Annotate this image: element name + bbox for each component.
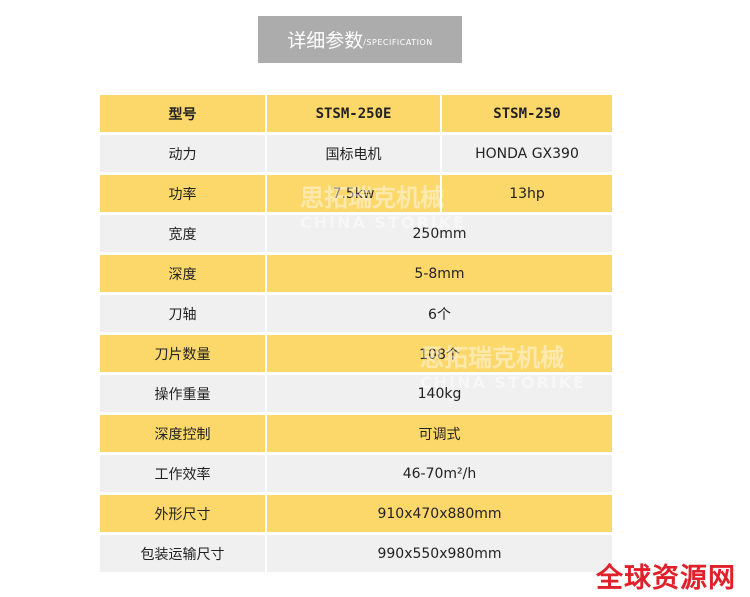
spec-label: 深度 [100, 255, 265, 292]
spec-label: 包装运输尺寸 [100, 535, 265, 572]
spec-label: 操作重量 [100, 375, 265, 412]
spec-label: 深度控制 [100, 415, 265, 452]
table-row: 深度 5-8mm [100, 255, 612, 292]
table-row: 包装运输尺寸 990x550x980mm [100, 535, 612, 572]
brand-logo: 全球资源网 [596, 563, 736, 594]
section-title: 详细参数 [287, 30, 364, 52]
spec-label: 工作效率 [100, 455, 265, 492]
spec-table: 型号 STSM-250E STSM-250 动力 国标电机 HONDA GX390 功率 7.… [98, 92, 614, 575]
table-row: 动力 国标电机 HONDA GX390 [100, 135, 612, 172]
spec-label: 宽度 [100, 215, 265, 252]
spec-value: 7.5kw [267, 175, 440, 212]
spec-value: 13hp [442, 175, 612, 212]
spec-label: 功率 [100, 175, 265, 212]
spec-value: 140kg [267, 375, 612, 412]
table-row: 外形尺寸 910x470x880mm [100, 495, 612, 532]
spec-value: 108个 [267, 335, 612, 372]
table-row: 操作重量 140kg [100, 375, 612, 412]
spec-label: 型号 [100, 95, 265, 132]
spec-value: 5-8mm [267, 255, 612, 292]
table-row: 宽度 250mm [100, 215, 612, 252]
table-row: 工作效率 46-70m²/h [100, 455, 612, 492]
spec-label: 外形尺寸 [100, 495, 265, 532]
spec-value: 国标电机 [267, 135, 440, 172]
spec-value: 6个 [267, 295, 612, 332]
spec-value: 910x470x880mm [267, 495, 612, 532]
table-header-row: 型号 STSM-250E STSM-250 [100, 95, 612, 132]
spec-value: STSM-250 [442, 95, 612, 132]
spec-value: 990x550x980mm [267, 535, 612, 572]
spec-value: STSM-250E [267, 95, 440, 132]
spec-value: 可调式 [267, 415, 612, 452]
spec-value: 46-70m²/h [267, 455, 612, 492]
table-row: 功率 7.5kw 13hp [100, 175, 612, 212]
spec-value: 250mm [267, 215, 612, 252]
table-row: 刀片数量 108个 [100, 335, 612, 372]
table-row: 刀轴 6个 [100, 295, 612, 332]
spec-label: 刀轴 [100, 295, 265, 332]
spec-value: HONDA GX390 [442, 135, 612, 172]
spec-label: 动力 [100, 135, 265, 172]
section-subtitle: /SPECIFICATION [363, 38, 433, 47]
section-header: 详细参数/SPECIFICATION [258, 16, 462, 63]
table-row: 深度控制 可调式 [100, 415, 612, 452]
spec-label: 刀片数量 [100, 335, 265, 372]
